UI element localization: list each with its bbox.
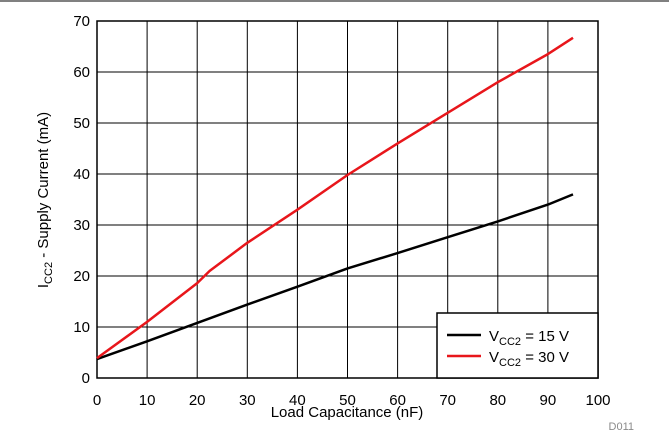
x-tick-label: 50 — [339, 392, 356, 409]
y-tick-label: 10 — [73, 319, 90, 336]
x-axis-label: Load Capacitance (nF) — [271, 404, 424, 421]
series-line-vcc2-30v — [96, 36, 574, 360]
y-tick-label: 40 — [73, 166, 90, 183]
legend: VCC2 = 15 V VCC2 = 30 V — [436, 312, 599, 379]
x-tick-label: 10 — [139, 392, 156, 409]
x-tick-label: 60 — [389, 392, 406, 409]
y-tick-label: 50 — [73, 115, 90, 132]
x-tick-label: 80 — [489, 392, 506, 409]
x-tick-label: 30 — [239, 392, 256, 409]
y-tick-label: 0 — [82, 370, 90, 387]
legend-box — [436, 312, 599, 379]
x-tick-label: 0 — [93, 392, 101, 409]
x-tick-label: 90 — [540, 392, 557, 409]
series-line-vcc2-15v — [96, 193, 574, 361]
y-tick-label: 20 — [73, 268, 90, 285]
x-tick-label: 70 — [439, 392, 456, 409]
x-tick-label: 100 — [585, 392, 610, 409]
x-tick-label: 20 — [189, 392, 206, 409]
y-tick-label: 30 — [73, 217, 90, 234]
y-axis-label: ICC2 - Supply Current (mA) — [35, 112, 55, 288]
plot-area — [96, 20, 599, 379]
y-tick-label: 60 — [73, 64, 90, 81]
x-axis: 0 10 20 30 40 50 60 70 80 90 100 — [93, 392, 611, 409]
x-tick-label: 40 — [289, 392, 306, 409]
figure-id-watermark: D011 — [609, 421, 634, 433]
series-lines — [96, 36, 574, 361]
y-axis: 0 10 20 30 40 50 60 70 — [73, 13, 90, 387]
legend-label-vcc2-15v: VCC2 = 15 V — [489, 328, 569, 348]
y-tick-label: 70 — [73, 13, 90, 30]
legend-label-vcc2-30v: VCC2 = 30 V — [489, 349, 569, 369]
